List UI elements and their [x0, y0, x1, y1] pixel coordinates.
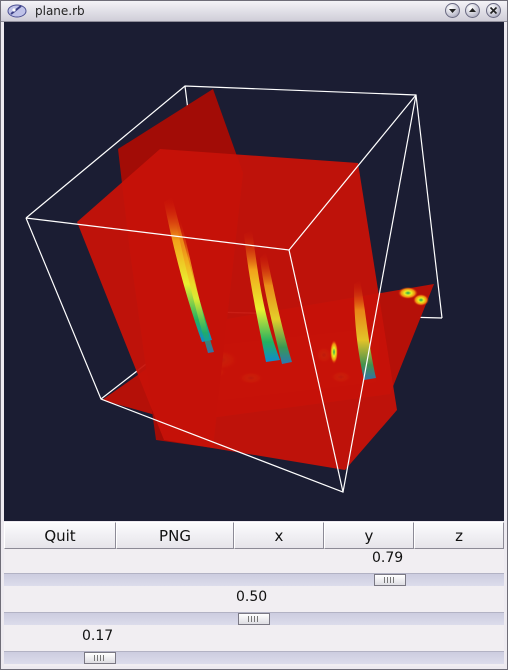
- slider-value-label: 0.50: [236, 589, 268, 605]
- title-bar[interactable]: plane.rb: [1, 1, 507, 22]
- slider-row-2: 0.50: [4, 588, 504, 627]
- slider-thumb[interactable]: [84, 652, 116, 664]
- grip-icon: [248, 616, 260, 622]
- window-title: plane.rb: [35, 4, 85, 18]
- slider-track[interactable]: [4, 651, 504, 664]
- z-axis-button[interactable]: z: [414, 522, 504, 549]
- png-export-button[interactable]: PNG: [116, 522, 234, 549]
- ruby-app-icon: [6, 3, 28, 19]
- grip-icon: [94, 655, 106, 661]
- slider-thumb[interactable]: [238, 613, 270, 625]
- 3d-render-viewport[interactable]: [4, 22, 504, 521]
- cut-planes-render: [25, 85, 443, 493]
- toolbar: Quit PNG x y z: [4, 522, 504, 549]
- slider-thumb[interactable]: [374, 574, 406, 586]
- minimize-icon: [449, 9, 456, 13]
- close-icon: [489, 6, 498, 15]
- minimize-button[interactable]: [445, 3, 460, 18]
- slider-value-label: 0.17: [82, 628, 114, 644]
- grip-icon: [384, 577, 396, 583]
- slider-value-label: 0.79: [372, 550, 404, 566]
- bounding-box-front: [25, 94, 417, 493]
- vertical-cut-plane-z: [77, 149, 397, 470]
- slider-track[interactable]: [4, 612, 504, 625]
- y-axis-button[interactable]: y: [324, 522, 414, 549]
- maximize-button[interactable]: [465, 3, 480, 18]
- x-axis-button[interactable]: x: [234, 522, 324, 549]
- quit-button[interactable]: Quit: [4, 522, 116, 549]
- slider-row-3: 0.17: [4, 627, 504, 666]
- slider-track[interactable]: [4, 573, 504, 586]
- maximize-icon: [469, 8, 476, 12]
- slider-row-1: 0.79: [4, 549, 504, 588]
- close-button[interactable]: [486, 3, 501, 18]
